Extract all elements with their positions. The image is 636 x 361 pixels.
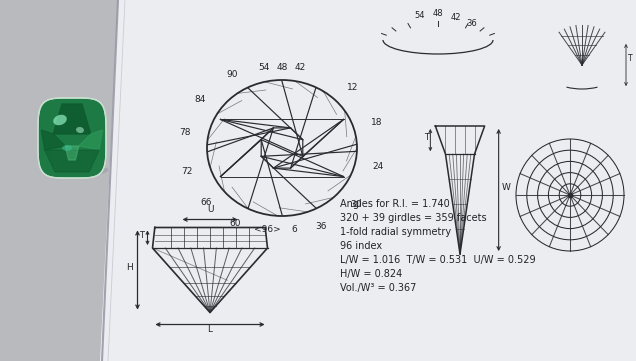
Text: T: T: [139, 231, 144, 240]
Text: Angles for R.I. = 1.740: Angles for R.I. = 1.740: [340, 199, 450, 209]
Polygon shape: [66, 146, 79, 160]
Polygon shape: [45, 150, 99, 172]
Polygon shape: [53, 104, 91, 134]
Text: T: T: [628, 54, 633, 63]
Ellipse shape: [48, 164, 109, 176]
Text: 12: 12: [347, 83, 358, 92]
Text: 90: 90: [226, 70, 238, 79]
Text: 84: 84: [195, 95, 206, 104]
Text: 48: 48: [432, 9, 443, 18]
Text: L/W = 1.016  T/W = 0.531  U/W = 0.529: L/W = 1.016 T/W = 0.531 U/W = 0.529: [340, 255, 536, 265]
Text: H/W = 0.824: H/W = 0.824: [340, 269, 402, 279]
Text: 78: 78: [179, 128, 191, 137]
Text: 48: 48: [276, 64, 287, 73]
Polygon shape: [41, 130, 66, 150]
Text: 36: 36: [467, 19, 478, 28]
Ellipse shape: [62, 145, 72, 151]
Text: <96>: <96>: [254, 225, 280, 234]
Text: 320 + 39 girdles = 359 facets: 320 + 39 girdles = 359 facets: [340, 213, 487, 223]
Polygon shape: [79, 130, 102, 150]
Text: 42: 42: [294, 64, 306, 73]
Text: W: W: [501, 183, 510, 192]
Text: L: L: [207, 326, 212, 335]
Text: Vol./W³ = 0.367: Vol./W³ = 0.367: [340, 283, 417, 293]
Text: 6: 6: [291, 225, 297, 234]
Text: 1-fold radial symmetry: 1-fold radial symmetry: [340, 227, 451, 237]
Text: 42: 42: [451, 13, 461, 22]
Text: 54: 54: [415, 11, 425, 20]
Text: 54: 54: [258, 64, 270, 73]
Text: 18: 18: [371, 118, 382, 127]
Text: 24: 24: [373, 162, 384, 171]
Polygon shape: [38, 98, 106, 178]
Text: U: U: [207, 205, 213, 214]
Text: 30: 30: [350, 200, 362, 209]
Ellipse shape: [53, 115, 67, 125]
Text: H: H: [126, 263, 133, 272]
Text: T: T: [424, 133, 429, 142]
Text: 36: 36: [315, 222, 327, 231]
Text: 60: 60: [229, 219, 240, 227]
Text: 96 index: 96 index: [340, 241, 382, 251]
Text: 72: 72: [181, 167, 193, 176]
Ellipse shape: [76, 127, 84, 133]
Text: 66: 66: [200, 199, 212, 207]
Polygon shape: [100, 0, 636, 361]
